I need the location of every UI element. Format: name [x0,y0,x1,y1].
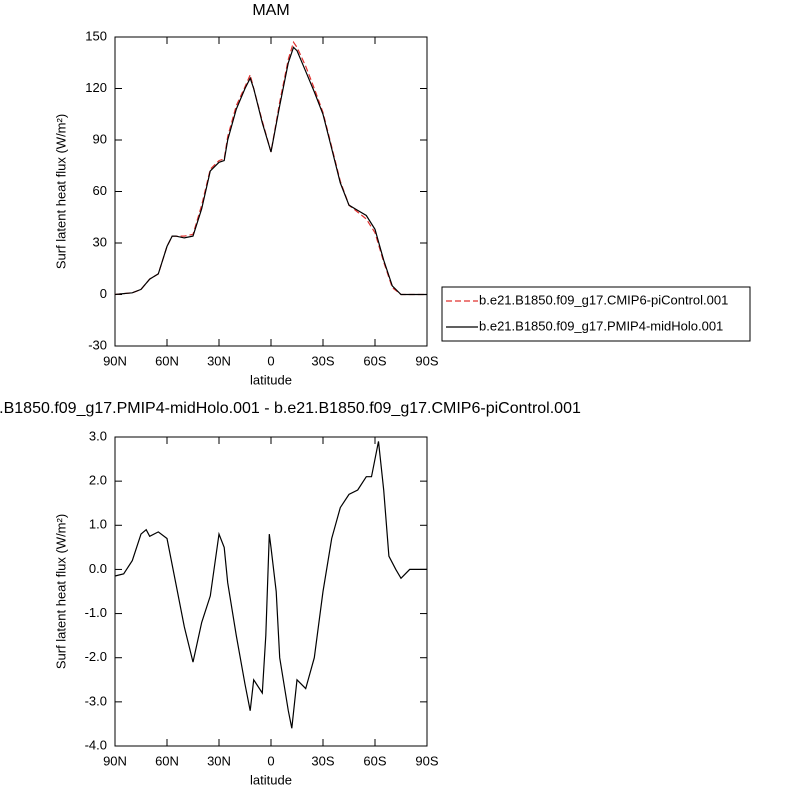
x-tick-label: 90N [103,353,127,368]
plot-frame [114,36,428,347]
x-tick-label: 60S [363,353,386,368]
y-tick-label: -4.0 [85,737,107,752]
y-tick-label: 150 [85,28,107,43]
y-tick-label: 120 [85,80,107,95]
chart-title: b.e21.B1850.f09_g17.PMIP4-midHolo.001 - … [0,400,581,417]
x-tick-label: 30S [311,753,334,768]
data-line [114,441,427,729]
y-tick-label: 3.0 [89,428,107,443]
y-tick-label: -3.0 [85,693,107,708]
legend-label: b.e21.B1850.f09_g17.PMIP4-midHolo.001 [479,318,723,333]
y-tick-label: 30 [93,234,107,249]
x-axis-label: latitude [250,772,292,787]
data-line [114,40,427,296]
x-tick-label: 30S [311,353,334,368]
x-tick-label: 60N [155,353,179,368]
y-axis-label: Surf latent heat flux (W/m²) [53,514,68,669]
x-tick-label: 0 [267,753,274,768]
y-tick-label: -2.0 [85,649,107,664]
y-tick-label: -30 [88,337,107,352]
y-tick-label: 0 [100,286,107,301]
y-tick-label: 0.0 [89,561,107,576]
x-tick-label: 0 [267,353,274,368]
x-tick-label: 60N [155,753,179,768]
x-tick-label: 60S [363,753,386,768]
x-tick-label: 30N [207,753,231,768]
y-tick-label: 1.0 [89,517,107,532]
y-tick-label: 2.0 [89,473,107,488]
y-tick-label: 90 [93,131,107,146]
y-axis-label: Surf latent heat flux (W/m²) [53,114,68,269]
data-line [114,46,427,296]
legend-box [441,286,751,342]
x-tick-label: 90N [103,753,127,768]
y-tick-label: -1.0 [85,605,107,620]
x-axis-label: latitude [250,372,292,387]
x-tick-label: 90S [415,753,438,768]
x-tick-label: 90S [415,353,438,368]
chart-title: MAM [252,2,289,19]
x-tick-label: 30N [207,353,231,368]
legend-label: b.e21.B1850.f09_g17.CMIP6-piControl.001 [479,292,728,307]
plot-frame [114,436,428,747]
y-tick-label: 60 [93,183,107,198]
